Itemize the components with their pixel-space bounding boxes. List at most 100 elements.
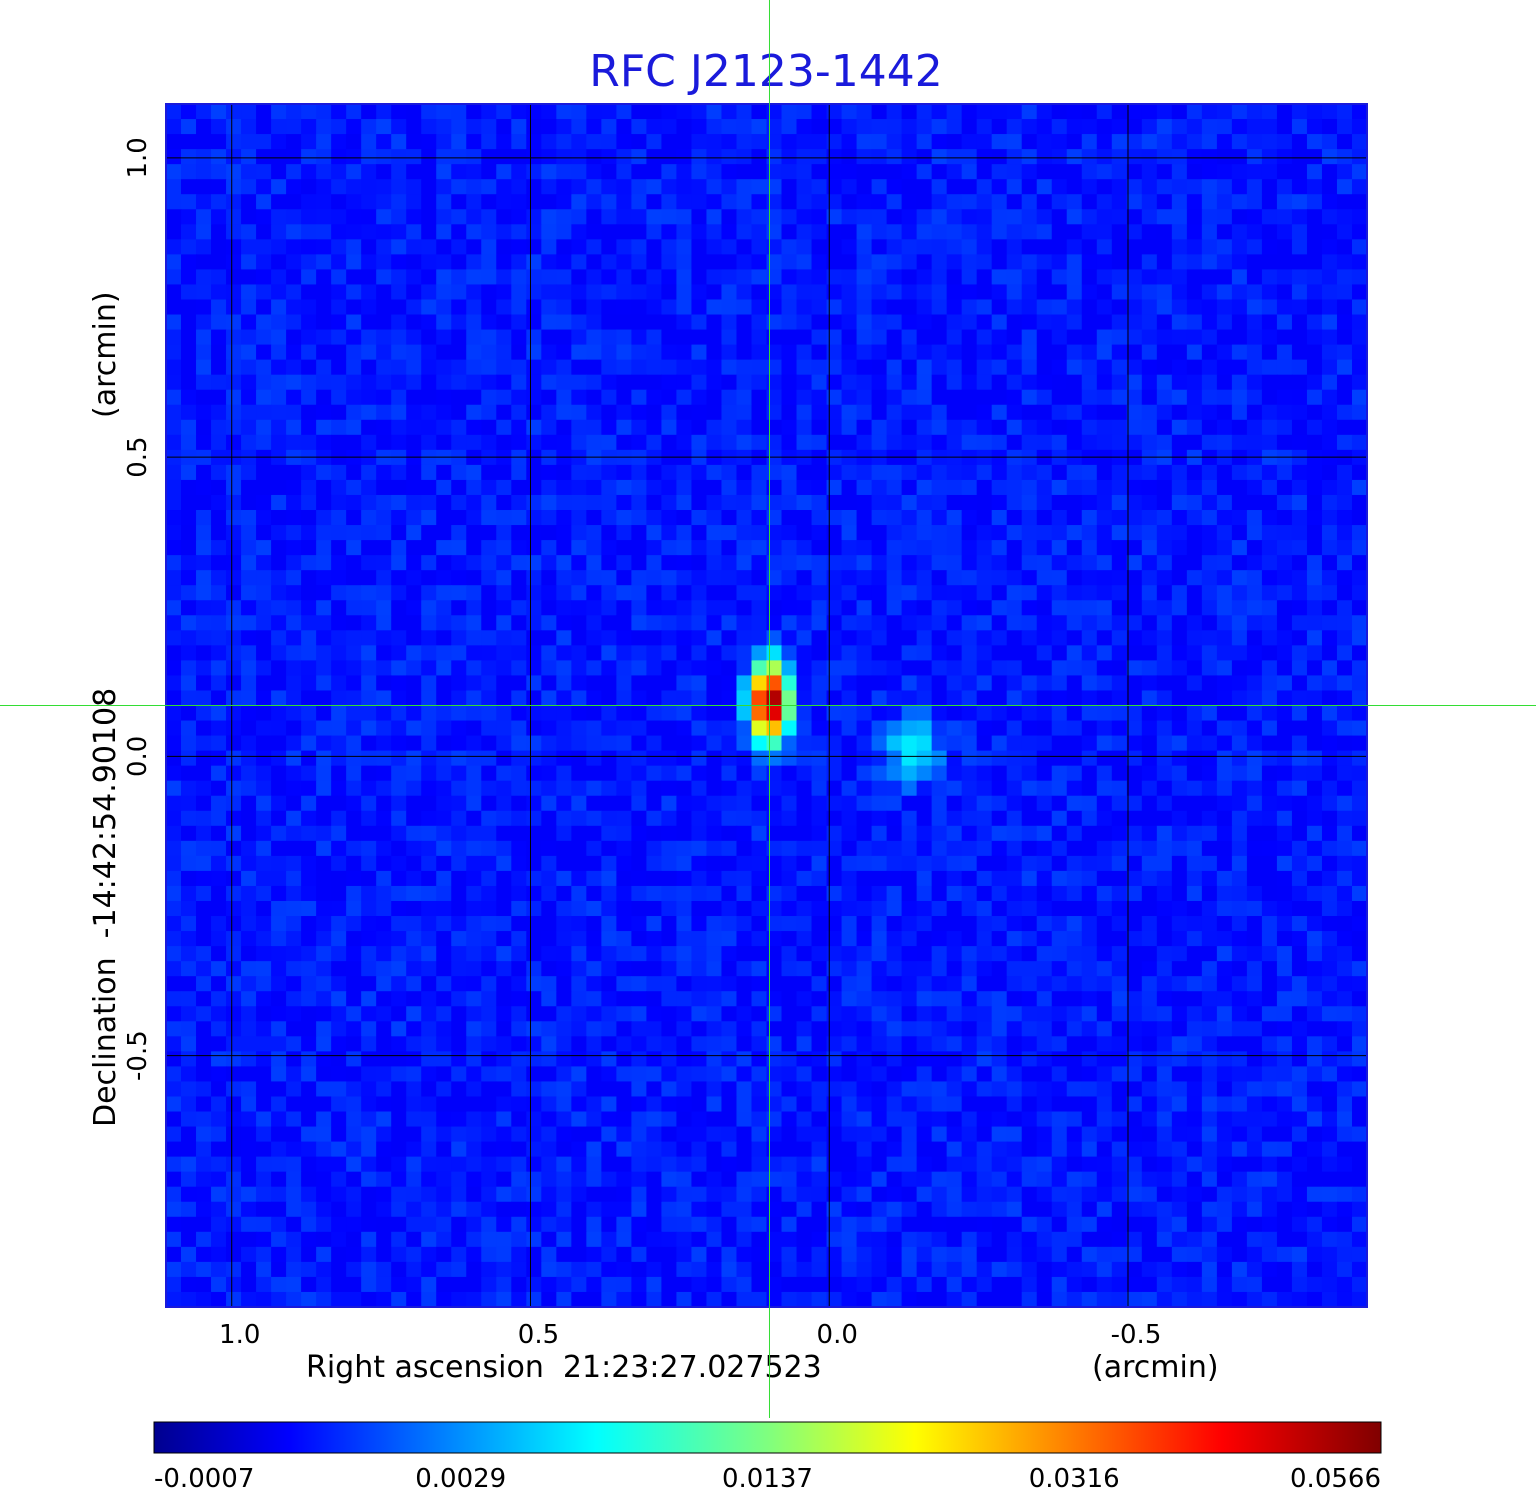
intensity-pixel <box>796 179 813 195</box>
intensity-pixel <box>706 765 723 782</box>
intensity-pixel <box>1036 479 1053 496</box>
intensity-pixel <box>976 344 993 361</box>
intensity-pixel <box>481 434 497 451</box>
intensity-pixel <box>841 585 858 601</box>
intensity-pixel <box>1021 765 1038 782</box>
intensity-pixel <box>511 374 527 391</box>
intensity-pixel <box>841 885 858 902</box>
intensity-pixel <box>691 976 708 992</box>
intensity-pixel <box>961 194 978 210</box>
intensity-pixel <box>706 870 723 887</box>
intensity-pixel <box>946 855 963 872</box>
intensity-pixel <box>481 720 497 737</box>
intensity-pixel <box>436 946 452 962</box>
intensity-pixel <box>961 510 978 526</box>
intensity-pixel <box>901 931 918 947</box>
intensity-pixel <box>1201 525 1218 541</box>
intensity-pixel <box>346 209 362 225</box>
intensity-pixel <box>661 419 678 436</box>
intensity-pixel <box>1126 525 1143 541</box>
intensity-pixel <box>736 991 753 1007</box>
intensity-pixel <box>931 630 948 646</box>
intensity-pixel <box>301 374 317 391</box>
intensity-pixel <box>196 720 212 737</box>
intensity-pixel <box>541 976 557 992</box>
intensity-pixel <box>676 374 693 391</box>
intensity-pixel <box>451 675 467 692</box>
intensity-pixel <box>511 555 527 571</box>
intensity-pixel <box>1141 419 1158 436</box>
intensity-pixel <box>481 810 497 827</box>
intensity-pixel <box>556 585 572 601</box>
intensity-pixel <box>451 374 467 391</box>
intensity-pixel <box>1306 885 1323 902</box>
intensity-pixel <box>496 976 512 992</box>
intensity-pixel <box>616 780 632 797</box>
intensity-pixel <box>916 825 933 842</box>
intensity-pixel <box>1201 780 1218 797</box>
intensity-pixel <box>1216 510 1233 526</box>
intensity-pixel <box>166 284 182 301</box>
intensity-pixel <box>1231 675 1248 692</box>
intensity-pixel <box>196 374 212 391</box>
intensity-pixel <box>736 479 753 496</box>
intensity-pixel <box>196 991 212 1007</box>
intensity-pixel <box>856 224 873 240</box>
intensity-pixel <box>1051 750 1068 767</box>
intensity-pixel <box>241 916 257 932</box>
intensity-pixel <box>631 194 647 210</box>
intensity-pixel <box>1336 735 1353 752</box>
intensity-pixel <box>511 946 527 962</box>
intensity-pixel <box>1291 284 1308 301</box>
intensity-pixel <box>886 510 903 526</box>
intensity-pixel <box>301 179 317 195</box>
intensity-pixel <box>976 555 993 571</box>
intensity-pixel <box>736 134 753 150</box>
intensity-pixel <box>451 344 467 361</box>
intensity-pixel <box>691 585 708 601</box>
intensity-pixel <box>886 961 903 977</box>
intensity-pixel <box>1156 645 1173 661</box>
intensity-pixel <box>256 705 272 722</box>
intensity-pixel <box>1066 750 1083 767</box>
intensity-pixel <box>1201 404 1218 421</box>
intensity-pixel <box>271 389 287 406</box>
intensity-pixel <box>1351 660 1368 677</box>
intensity-pixel <box>616 419 632 436</box>
intensity-pixel <box>1336 119 1353 135</box>
intensity-pixel <box>541 570 557 586</box>
intensity-pixel <box>676 299 693 316</box>
intensity-pixel <box>1201 134 1218 150</box>
intensity-pixel <box>376 810 392 827</box>
intensity-pixel <box>481 750 497 767</box>
intensity-pixel <box>586 855 602 872</box>
intensity-pixel <box>1261 494 1278 511</box>
intensity-pixel <box>1006 419 1023 436</box>
intensity-pixel <box>886 389 903 406</box>
intensity-pixel <box>781 735 798 752</box>
intensity-pixel <box>166 870 182 887</box>
intensity-pixel <box>391 389 407 406</box>
intensity-pixel <box>181 209 197 225</box>
intensity-pixel <box>601 765 617 782</box>
intensity-pixel <box>1051 555 1068 571</box>
intensity-pixel <box>271 690 287 707</box>
intensity-pixel <box>1351 374 1368 391</box>
intensity-pixel <box>931 810 948 827</box>
intensity-pixel <box>286 134 302 150</box>
intensity-pixel <box>811 615 828 631</box>
intensity-pixel <box>826 434 843 451</box>
intensity-pixel <box>586 449 602 466</box>
intensity-pixel <box>211 780 227 797</box>
intensity-pixel <box>256 119 272 135</box>
intensity-pixel <box>871 284 888 301</box>
intensity-pixel <box>1261 329 1278 346</box>
intensity-pixel <box>436 720 452 737</box>
intensity-pixel <box>331 750 347 767</box>
intensity-pixel <box>736 630 753 646</box>
intensity-pixel <box>886 976 903 992</box>
intensity-pixel <box>331 900 347 917</box>
intensity-pixel <box>601 690 617 707</box>
intensity-pixel <box>886 916 903 932</box>
intensity-pixel <box>421 840 437 857</box>
